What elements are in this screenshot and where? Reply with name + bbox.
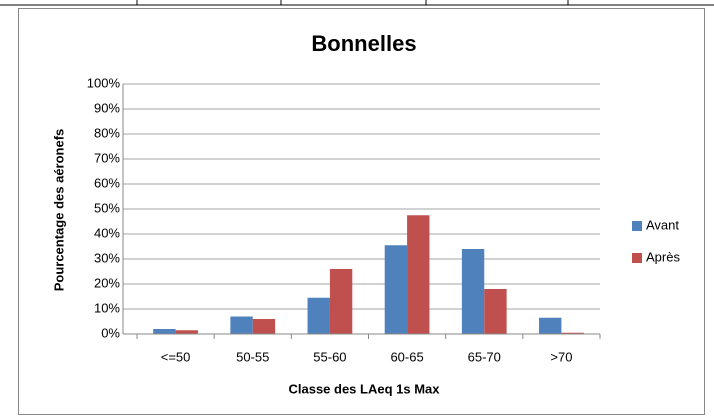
bar	[384, 245, 408, 334]
x-tick-label: >70	[550, 349, 572, 364]
x-tick-label: 60-65	[390, 349, 423, 364]
bar	[484, 289, 507, 334]
bar	[561, 332, 584, 334]
x-tick-label: 65-70	[468, 349, 501, 364]
y-tick-label: 80%	[94, 125, 120, 140]
y-tick-label: 90%	[94, 100, 120, 115]
y-axis-title: Pourcentage des aéronefs	[51, 129, 66, 292]
y-tick-label: 30%	[94, 250, 120, 265]
y-tick-label: 0%	[101, 325, 120, 340]
bar	[307, 297, 330, 334]
chart-frame	[18, 8, 705, 415]
y-tick-label: 40%	[94, 225, 120, 240]
bar	[461, 249, 485, 334]
y-tick-label: 70%	[94, 150, 120, 165]
chart-title: Bonnelles	[311, 31, 416, 56]
x-tick-label: 55-60	[313, 349, 346, 364]
y-tick-label: 20%	[94, 275, 120, 290]
bar	[175, 330, 198, 334]
bar	[153, 329, 176, 334]
y-tick-label: 10%	[94, 300, 120, 315]
x-axis-title: Classe des LAeq 1s Max	[288, 381, 440, 396]
bar	[407, 215, 430, 334]
bar	[329, 269, 353, 334]
x-tick-label: 50-55	[236, 349, 269, 364]
legend-label: Avant	[646, 217, 679, 232]
bar	[539, 317, 562, 334]
y-tick-label: 100%	[87, 75, 121, 90]
y-tick-label: 50%	[94, 200, 120, 215]
legend-swatch	[632, 221, 642, 231]
x-tick-label: <=50	[161, 349, 191, 364]
legend-swatch	[632, 253, 642, 263]
y-tick-label: 60%	[94, 175, 120, 190]
bar	[230, 316, 253, 334]
bar	[252, 319, 276, 334]
legend-label: Après	[646, 249, 680, 264]
